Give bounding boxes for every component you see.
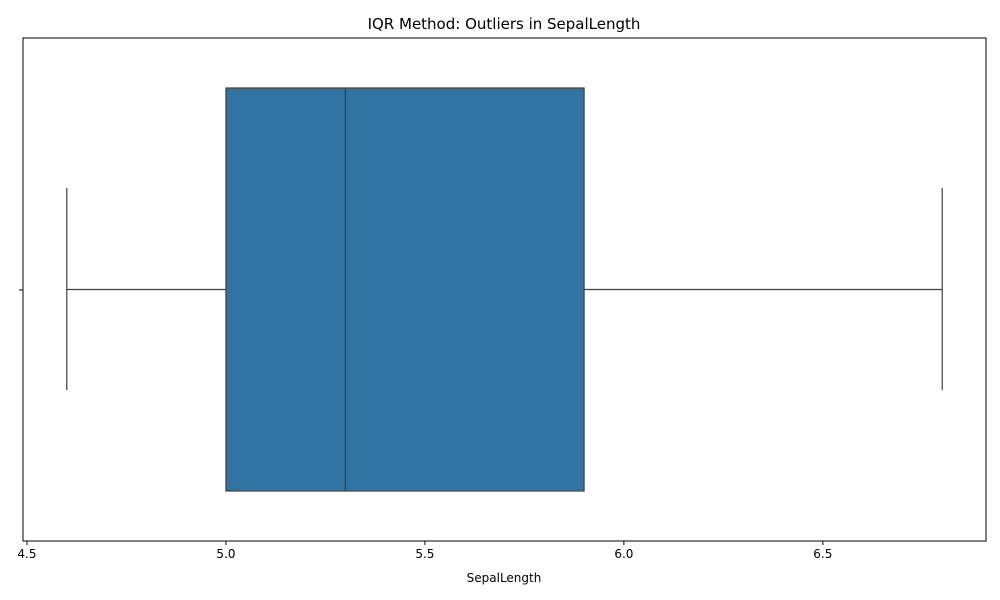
x-tick-label: 6.0 bbox=[614, 547, 633, 561]
x-tick-label: 5.0 bbox=[216, 547, 235, 561]
x-tick-label: 6.5 bbox=[813, 547, 832, 561]
chart-title: IQR Method: Outliers in SepalLength bbox=[368, 15, 641, 33]
box-plot-marks bbox=[66, 87, 943, 492]
x-axis-ticks: 4.5 5.0 5.5 6.0 6.5 bbox=[17, 541, 832, 561]
x-tick-label: 4.5 bbox=[17, 547, 36, 561]
x-tick-label: 5.5 bbox=[415, 547, 434, 561]
iqr-box bbox=[225, 87, 585, 492]
x-axis-label: SepalLength bbox=[467, 571, 542, 585]
